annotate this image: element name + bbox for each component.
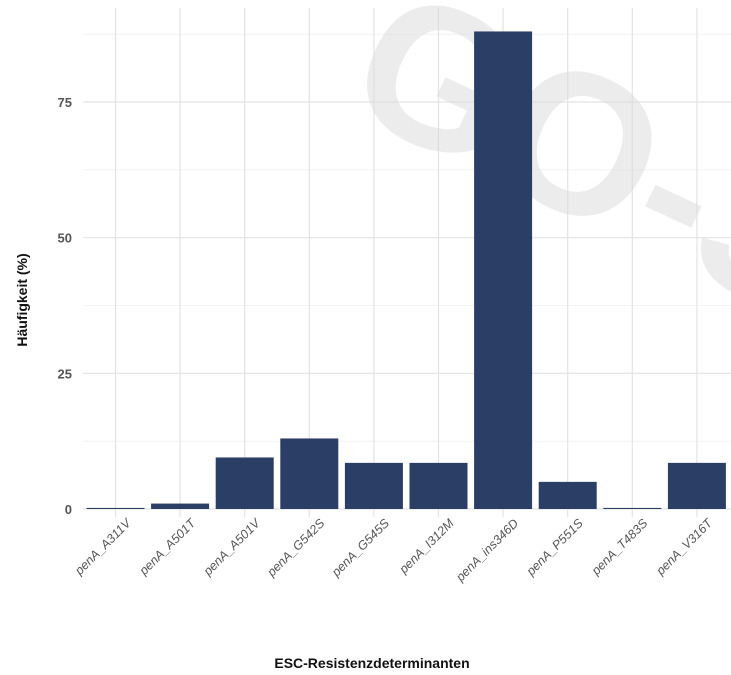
y-tick-labels: 0 25 50 75: [58, 95, 72, 517]
bar-penA_A311V: [86, 507, 145, 509]
y-tick-label: 50: [58, 231, 72, 246]
x-tick-label: penA_P551S: [523, 516, 586, 579]
y-tick-label: 75: [58, 95, 72, 110]
y-axis-title: Häufigkeit (%): [14, 253, 30, 346]
x-tick-label: penA_I312M: [396, 516, 457, 577]
bar-penA_A501T: [151, 503, 210, 509]
bar-penA_I312M: [409, 462, 468, 509]
x-tick-labels: penA_A311V penA_A501T penA_A501V penA_G542S…: [72, 515, 716, 585]
bar-penA_P551S: [538, 481, 597, 509]
y-tick-label: 25: [58, 366, 72, 381]
x-tick-label: penA_G545S: [328, 516, 392, 580]
grid-lines: [83, 8, 731, 517]
x-tick-label: penA_T483S: [588, 516, 651, 579]
x-tick-label: penA_A311V: [72, 515, 135, 578]
bar-penA_V316T: [667, 462, 726, 509]
bar-penA_G542S: [280, 438, 339, 509]
x-tick-label: penA_A501T: [136, 515, 199, 578]
x-tick-label: penA_A501V: [200, 515, 264, 579]
bar-penA_G545S: [344, 462, 403, 509]
bars: [86, 31, 726, 509]
bar-penA_T483S: [603, 507, 662, 509]
x-tick-label: penA_V316T: [653, 515, 716, 578]
x-tick-label: penA_G542S: [264, 516, 328, 580]
x-tick-label: penA_ins346D: [453, 516, 522, 585]
bar-penA_ins346D: [474, 31, 533, 509]
bar-penA_A501V: [215, 457, 274, 509]
y-tick-label: 0: [65, 502, 72, 517]
x-axis-title: ESC-Resistenzdeterminanten: [274, 655, 469, 671]
